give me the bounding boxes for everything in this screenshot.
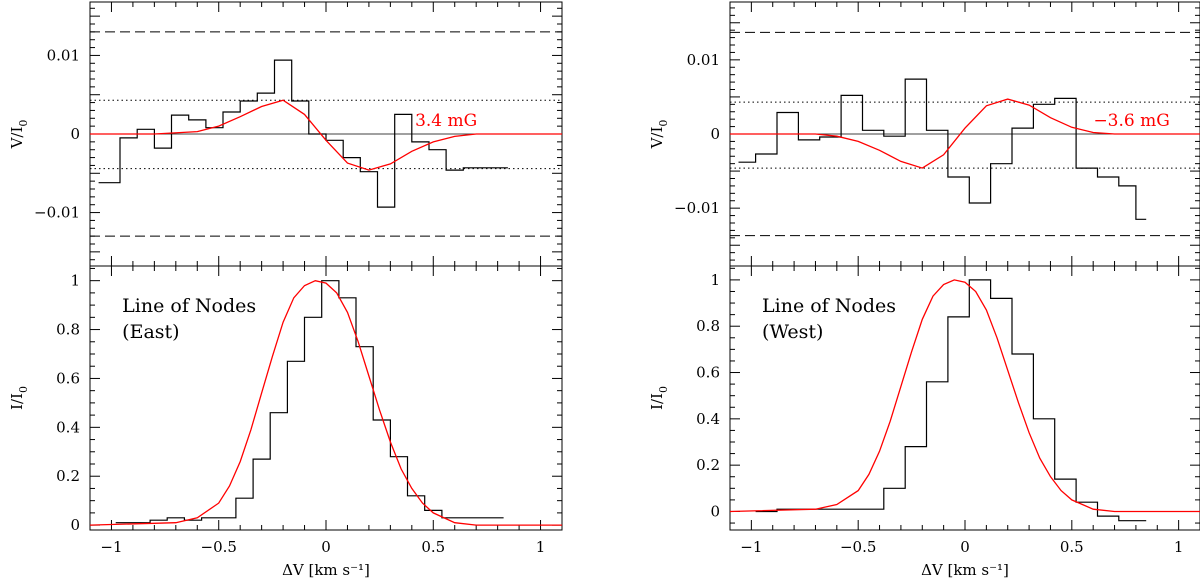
x-tick-label: −1	[100, 538, 122, 556]
y-tick-label: 0.4	[56, 418, 80, 436]
model-fit-series	[729, 279, 1200, 513]
y-axis-label-main: V/I	[648, 127, 666, 150]
y-tick-label: 0.01	[47, 46, 80, 64]
y-tick-label: 1	[70, 272, 80, 290]
y-axis-label-main: V/I	[8, 127, 26, 150]
y-tick-label: 0	[710, 125, 720, 143]
top-panel: 0.010−0.01V/I0 3.4 mG	[8, 1, 563, 267]
observed-step-series	[115, 280, 504, 524]
y-tick-label: 0.4	[696, 410, 720, 428]
x-tick-label: −1	[740, 538, 762, 556]
x-tick-label: 0	[321, 538, 331, 556]
region-label-line1: Line of Nodes	[762, 295, 896, 317]
y-axis-label: I/I0	[648, 386, 670, 410]
y-axis-label: I/I0	[8, 386, 30, 410]
y-tick-label: 0	[70, 516, 80, 534]
y-tick-label: 0	[70, 125, 80, 143]
y-axis-label: V/I0	[8, 120, 30, 150]
top-panel: 0.010−0.01V/I0 −3.6 mG	[648, 1, 1200, 267]
x-tick-label: 1	[536, 538, 546, 556]
region-label-line2: (East)	[122, 321, 179, 343]
observed-step-series	[98, 59, 508, 208]
y-tick-label: 0.2	[696, 456, 720, 474]
y-tick-label: 1	[710, 271, 720, 289]
x-axis-label: ΔV [km s⁻¹]	[921, 561, 1009, 579]
x-tick-label: −0.5	[840, 538, 876, 556]
y-axis-label-main: I/I	[648, 393, 666, 410]
x-tick-label: 1	[1174, 538, 1184, 556]
chart-west: 0.010−0.01V/I0 −3.6 mG00.20.40.60.81I/I0L…	[648, 1, 1200, 579]
model-fit-series	[730, 98, 1200, 169]
model-fit-series	[90, 99, 562, 171]
x-tick-label: 0	[960, 538, 970, 556]
y-tick-label: 0	[710, 502, 720, 520]
observed-step-series	[738, 78, 1147, 220]
region-label-line1: Line of Nodes	[122, 295, 256, 317]
y-axis-label-subscript: 0	[657, 120, 670, 127]
x-tick-label: −0.5	[201, 538, 237, 556]
observed-step-series	[755, 279, 1147, 522]
y-axis-label: V/I0	[648, 120, 670, 150]
model-fit-series	[89, 280, 562, 526]
y-tick-label: 0.6	[696, 364, 720, 382]
y-tick-label: −0.01	[674, 199, 720, 217]
y-tick-label: 0.6	[56, 369, 80, 387]
field-strength-label: 3.4 mG	[415, 111, 477, 131]
field-strength-label: −3.6 mG	[1093, 111, 1169, 131]
y-tick-label: −0.01	[34, 204, 80, 222]
y-tick-label: 0.2	[56, 467, 80, 485]
y-axis-label-subscript: 0	[17, 120, 30, 127]
region-label-line2: (West)	[762, 321, 823, 343]
x-axis-label: ΔV [km s⁻¹]	[282, 561, 370, 579]
y-axis-label-main: I/I	[8, 393, 26, 410]
y-axis-label-subscript: 0	[657, 386, 670, 393]
y-tick-label: 0.8	[56, 321, 80, 339]
chart-east: 0.010−0.01V/I0 3.4 mG00.20.40.60.81I/I0Li…	[8, 1, 563, 579]
x-tick-label: 0.5	[1060, 538, 1084, 556]
y-tick-label: 0.01	[687, 51, 720, 69]
y-tick-label: 0.8	[696, 317, 720, 335]
y-axis-label-subscript: 0	[17, 386, 30, 393]
x-tick-label: 0.5	[421, 538, 445, 556]
